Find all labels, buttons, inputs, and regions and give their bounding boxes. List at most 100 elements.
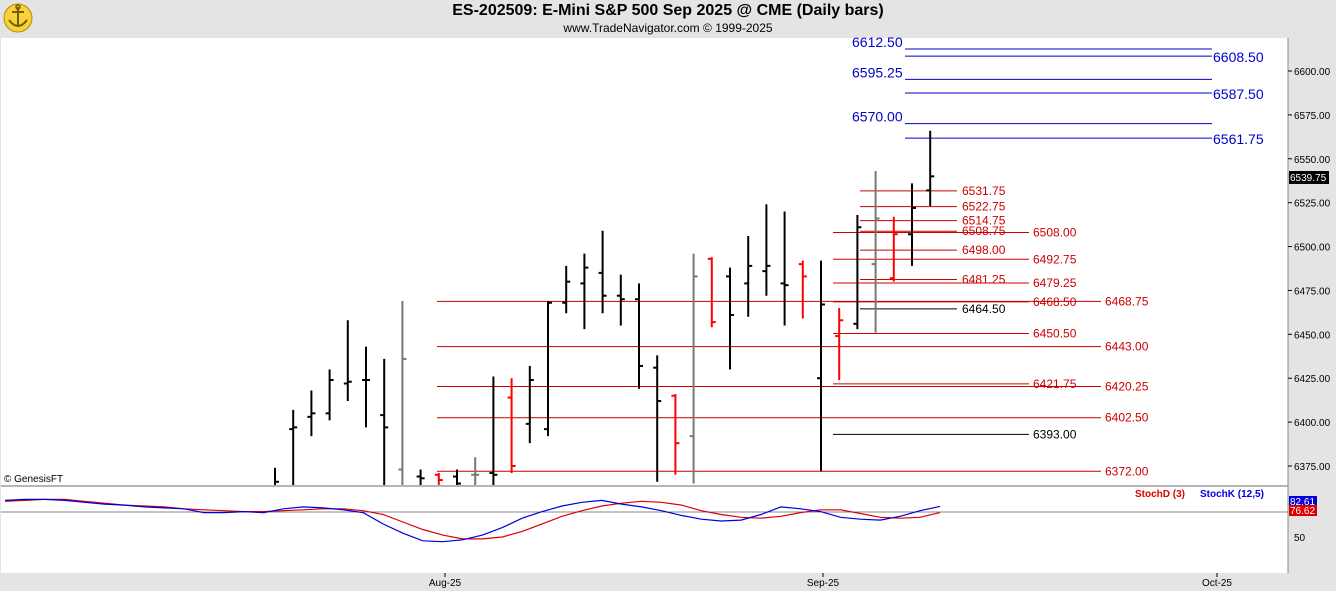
stoch-d-line bbox=[4, 498, 941, 540]
ohlc-bar bbox=[653, 355, 662, 482]
level-line: 6595.25 bbox=[852, 64, 1212, 80]
date-axis-label: Oct-25 bbox=[1202, 578, 1232, 589]
level-lines: 6612.50 6608.50 6595.25 6587.50 6570.00 6561.… bbox=[437, 34, 1264, 478]
ohlc-bar bbox=[616, 274, 625, 326]
ohlc-bar bbox=[762, 204, 771, 296]
level-label: 6570.00 bbox=[852, 109, 903, 125]
price-axis-label: 6500.00 bbox=[1294, 243, 1331, 254]
ohlc-bar bbox=[489, 376, 498, 485]
ohlc-bar bbox=[889, 216, 898, 282]
level-line: 6612.50 bbox=[852, 34, 1212, 50]
level-label: 6522.75 bbox=[962, 200, 1006, 214]
price-axis-label: 6550.00 bbox=[1294, 155, 1331, 166]
level-line: 6608.50 bbox=[905, 49, 1264, 65]
ohlc-bar bbox=[525, 365, 534, 444]
ohlc-bar bbox=[307, 390, 316, 437]
ohlc-bar bbox=[289, 409, 298, 485]
ohlc-bar bbox=[926, 130, 935, 207]
stoch-k-line bbox=[4, 498, 941, 543]
level-line: 6561.75 bbox=[905, 131, 1264, 147]
ohlc-bar bbox=[853, 214, 862, 330]
ohlc-bar bbox=[398, 300, 407, 485]
anchor-logo-icon bbox=[3, 3, 33, 33]
level-line: 6508.00 bbox=[833, 226, 1077, 240]
level-line: 6421.75 bbox=[833, 377, 1077, 391]
price-axis-label: 6525.00 bbox=[1294, 199, 1331, 210]
level-label: 6612.50 bbox=[852, 34, 903, 50]
price-axis-label: 6475.00 bbox=[1294, 286, 1331, 297]
level-label: 6514.75 bbox=[962, 214, 1006, 228]
ohlc-bar bbox=[689, 253, 698, 484]
ohlc-bar bbox=[453, 469, 461, 485]
level-label: 6595.25 bbox=[852, 64, 903, 80]
ohlc-bar bbox=[780, 211, 789, 326]
ohlc-bar bbox=[380, 358, 389, 485]
price-axis-label: 6400.00 bbox=[1294, 418, 1331, 429]
level-label: 6421.75 bbox=[1033, 377, 1077, 391]
ohlc-bar bbox=[362, 346, 370, 428]
ohlc-bar bbox=[798, 260, 807, 319]
chart-subtitle: www.TradeNavigator.com © 1999-2025 bbox=[563, 21, 773, 35]
level-label: 6608.50 bbox=[1213, 49, 1264, 65]
ohlc-bar bbox=[635, 283, 643, 389]
level-label: 6508.75 bbox=[962, 224, 1006, 238]
ohlc-bar bbox=[871, 171, 880, 333]
ohlc-bar bbox=[671, 394, 680, 475]
stoch-k-last-label: 82.61 bbox=[1290, 497, 1315, 508]
credit-label: © GenesisFT bbox=[4, 474, 64, 485]
level-label: 6450.50 bbox=[1033, 326, 1077, 340]
ohlc-bar bbox=[580, 253, 589, 330]
level-label: 6479.25 bbox=[1033, 276, 1077, 290]
ohlc-bar bbox=[726, 267, 734, 370]
ohlc-bar bbox=[544, 300, 552, 437]
price-plot-area bbox=[1, 38, 1288, 485]
level-label: 6531.75 bbox=[962, 184, 1006, 198]
last-price-badge: 6539.75 bbox=[1289, 171, 1329, 184]
ohlc-bar bbox=[744, 236, 753, 317]
date-axis-label: Sep-25 bbox=[807, 578, 840, 589]
ohlc-bar bbox=[471, 457, 480, 485]
level-line: 6570.00 bbox=[852, 109, 1212, 125]
level-label: 6464.50 bbox=[962, 302, 1006, 316]
last-price-label: 6539.75 bbox=[1290, 173, 1327, 184]
ohlc-bar bbox=[707, 257, 716, 328]
level-label: 6402.50 bbox=[1105, 411, 1149, 425]
ohlc-bar bbox=[598, 230, 607, 314]
stoch-plot-area bbox=[1, 487, 1288, 573]
price-axis: 6600.00 6575.00 6550.00 6525.00 6500.00 6475.… bbox=[1288, 67, 1331, 473]
level-label: 6561.75 bbox=[1213, 131, 1264, 147]
stoch-last-values: 82.61 76.62 bbox=[1289, 496, 1317, 517]
price-axis-label: 6450.00 bbox=[1294, 330, 1331, 341]
date-axis: Aug-25 Sep-25 Oct-25 bbox=[429, 573, 1232, 589]
level-line: 6393.00 bbox=[833, 427, 1077, 441]
level-label: 6393.00 bbox=[1033, 427, 1077, 441]
level-line: 6372.00 bbox=[437, 464, 1149, 478]
price-axis-label: 6575.00 bbox=[1294, 111, 1331, 122]
stochastic-lines bbox=[4, 498, 941, 543]
level-line: 6492.75 bbox=[833, 252, 1077, 266]
price-bars bbox=[274, 130, 935, 485]
level-line: 6587.50 bbox=[905, 86, 1264, 102]
level-label: 6481.25 bbox=[962, 272, 1006, 286]
ohlc-bar bbox=[507, 378, 516, 474]
stoch-d-legend: StochD (3) bbox=[1135, 489, 1185, 500]
ohlc-bar bbox=[562, 265, 571, 314]
level-label: 6498.00 bbox=[962, 243, 1006, 257]
price-axis-label: 6425.00 bbox=[1294, 374, 1331, 385]
level-label: 6372.00 bbox=[1105, 464, 1149, 478]
level-line: 6450.50 bbox=[833, 326, 1077, 340]
ohlc-bar bbox=[325, 369, 334, 421]
price-axis-label: 6600.00 bbox=[1294, 67, 1331, 78]
stoch-k-legend: StochK (12,5) bbox=[1200, 489, 1264, 500]
level-label: 6420.25 bbox=[1105, 380, 1149, 394]
ohlc-bar bbox=[835, 308, 844, 380]
level-label: 6492.75 bbox=[1033, 252, 1077, 266]
date-axis-label: Aug-25 bbox=[429, 578, 462, 589]
ohlc-bar bbox=[416, 469, 425, 485]
level-label: 6443.00 bbox=[1105, 340, 1149, 354]
ohlc-bar bbox=[434, 473, 443, 485]
price-axis-label: 6375.00 bbox=[1294, 462, 1331, 473]
level-label: 6587.50 bbox=[1213, 86, 1264, 102]
ohlc-bar bbox=[343, 320, 352, 402]
